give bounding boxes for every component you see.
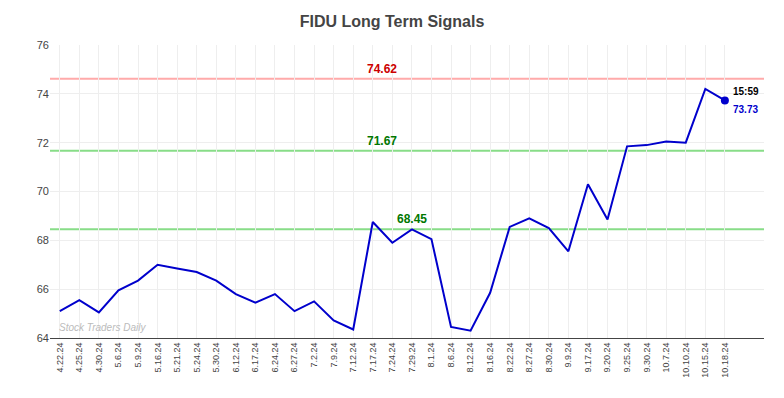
svg-text:9.17.24: 9.17.24 xyxy=(583,343,593,373)
svg-text:5.9.24: 5.9.24 xyxy=(133,343,143,368)
svg-text:68.45: 68.45 xyxy=(397,212,427,226)
svg-text:7.2.24: 7.2.24 xyxy=(309,343,319,368)
svg-text:8.30.24: 8.30.24 xyxy=(544,343,554,373)
svg-text:8.12.24: 8.12.24 xyxy=(466,343,476,373)
svg-text:10.7.24: 10.7.24 xyxy=(661,343,671,373)
svg-text:5.21.24: 5.21.24 xyxy=(172,343,182,373)
svg-text:4.22.24: 4.22.24 xyxy=(55,343,65,373)
svg-text:6.27.24: 6.27.24 xyxy=(289,343,299,373)
svg-text:8.16.24: 8.16.24 xyxy=(485,343,495,373)
svg-text:10.18.24: 10.18.24 xyxy=(720,343,730,378)
svg-text:4.25.24: 4.25.24 xyxy=(74,343,84,373)
svg-text:7.9.24: 7.9.24 xyxy=(329,343,339,368)
svg-text:74: 74 xyxy=(37,88,49,100)
svg-text:7.24.24: 7.24.24 xyxy=(387,343,397,373)
svg-text:8.1.24: 8.1.24 xyxy=(426,343,436,368)
svg-text:68: 68 xyxy=(37,234,49,246)
svg-text:66: 66 xyxy=(37,283,49,295)
svg-text:7.29.24: 7.29.24 xyxy=(407,343,417,373)
svg-text:6.24.24: 6.24.24 xyxy=(270,343,280,373)
svg-text:9.30.24: 9.30.24 xyxy=(642,343,652,373)
svg-text:9.9.24: 9.9.24 xyxy=(563,343,573,368)
svg-text:7.12.24: 7.12.24 xyxy=(348,343,358,373)
svg-text:6.12.24: 6.12.24 xyxy=(231,343,241,373)
svg-text:8.6.24: 8.6.24 xyxy=(446,343,456,368)
svg-text:10.10.24: 10.10.24 xyxy=(681,343,691,378)
svg-text:74.62: 74.62 xyxy=(367,62,397,76)
svg-text:8.27.24: 8.27.24 xyxy=(524,343,534,373)
svg-text:15:59: 15:59 xyxy=(733,86,759,97)
svg-text:71.67: 71.67 xyxy=(367,134,397,148)
svg-text:Stock Traders Daily: Stock Traders Daily xyxy=(59,322,147,333)
svg-text:9.20.24: 9.20.24 xyxy=(602,343,612,373)
svg-text:76: 76 xyxy=(37,39,49,51)
svg-text:8.22.24: 8.22.24 xyxy=(505,343,515,373)
svg-text:72: 72 xyxy=(37,137,49,149)
svg-text:70: 70 xyxy=(37,185,49,197)
svg-text:FIDU Long Term Signals: FIDU Long Term Signals xyxy=(300,13,485,30)
svg-text:9.25.24: 9.25.24 xyxy=(622,343,632,373)
svg-text:5.16.24: 5.16.24 xyxy=(153,343,163,373)
svg-text:6.17.24: 6.17.24 xyxy=(250,343,260,373)
svg-text:5.30.24: 5.30.24 xyxy=(211,343,221,373)
svg-text:10.15.24: 10.15.24 xyxy=(700,343,710,378)
svg-text:73.73: 73.73 xyxy=(733,104,758,115)
svg-text:4.30.24: 4.30.24 xyxy=(94,343,104,373)
svg-text:7.17.24: 7.17.24 xyxy=(368,343,378,373)
svg-text:5.6.24: 5.6.24 xyxy=(113,343,123,368)
svg-text:5.24.24: 5.24.24 xyxy=(192,343,202,373)
svg-text:64: 64 xyxy=(37,332,49,344)
